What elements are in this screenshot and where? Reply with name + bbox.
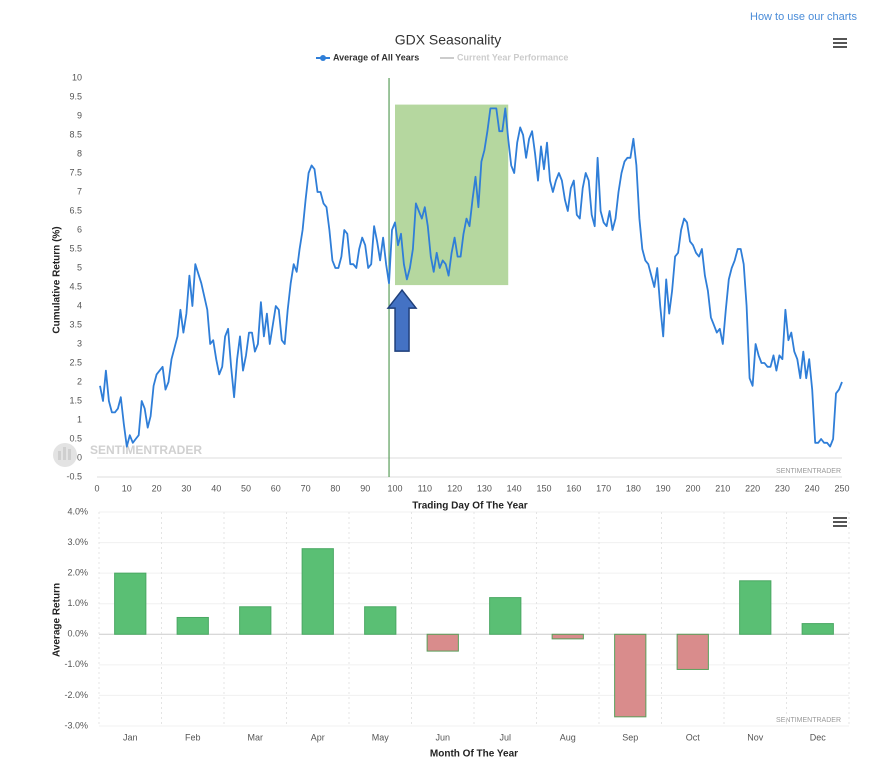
- x-tick-label: 180: [626, 483, 641, 493]
- legend-entry[interactable]: Average of All Years: [333, 52, 419, 62]
- bar: [676, 633, 709, 670]
- x-tick-label: 250: [834, 483, 849, 493]
- y-tick-label: 1.0%: [67, 598, 88, 608]
- y-tick-label: 10: [72, 72, 82, 82]
- x-tick-label: 150: [536, 483, 551, 493]
- y-tick-label: 0.5: [69, 433, 82, 443]
- y-tick-label: 9: [77, 110, 82, 120]
- bar: [614, 633, 647, 718]
- y-tick-label: 2.5: [69, 357, 82, 367]
- bar: [801, 623, 834, 635]
- x-tick-label: 190: [656, 483, 671, 493]
- x-tick-label: 240: [805, 483, 820, 493]
- y-tick-label: 3.5: [69, 319, 82, 329]
- x-axis-title: Month Of The Year: [430, 749, 518, 760]
- x-tick-label: 100: [387, 483, 402, 493]
- menu-icon[interactable]: [833, 517, 847, 527]
- x-axis-title: Trading Day Of The Year: [412, 501, 528, 512]
- x-tick-label: 170: [596, 483, 611, 493]
- y-tick-label: 6: [77, 224, 82, 234]
- legend-entry[interactable]: Current Year Performance: [457, 52, 568, 62]
- watermark: SENTIMENTRADER: [776, 468, 841, 475]
- y-tick-label: 1.5: [69, 395, 82, 405]
- x-tick-label: 230: [775, 483, 790, 493]
- x-tick-label: 10: [122, 483, 132, 493]
- x-tick-label: 20: [152, 483, 162, 493]
- y-tick-label: 0: [77, 452, 82, 462]
- y-tick-label: 4: [77, 300, 82, 310]
- x-tick-label: 110: [418, 483, 432, 493]
- x-tick-label: 160: [566, 483, 581, 493]
- y-tick-label: 4.5: [69, 281, 82, 291]
- y-tick-label: 5.5: [69, 243, 82, 253]
- logo-text: SENTIMENTRADER: [90, 443, 202, 457]
- bar: [551, 633, 584, 640]
- y-tick-label: 5: [77, 262, 82, 272]
- chart-title: GDX Seasonality: [395, 32, 502, 48]
- y-tick-label: 9.5: [69, 91, 82, 101]
- y-tick-label: 8: [77, 148, 82, 158]
- bar: [426, 633, 459, 652]
- x-tick-label: Dec: [810, 732, 827, 742]
- x-tick-label: Apr: [311, 732, 325, 742]
- x-tick-label: 200: [685, 483, 700, 493]
- x-tick-label: 90: [360, 483, 370, 493]
- x-tick-label: 30: [181, 483, 191, 493]
- y-tick-label: 6.5: [69, 205, 82, 215]
- x-tick-label: Oct: [686, 732, 701, 742]
- legend-swatch: [320, 55, 326, 61]
- x-tick-label: Aug: [560, 732, 576, 742]
- y-tick-label: 7.5: [69, 167, 82, 177]
- data-line: [99, 107, 843, 448]
- x-tick-label: Jan: [123, 732, 138, 742]
- y-tick-label: 3.0%: [67, 537, 88, 547]
- x-tick-label: May: [372, 732, 390, 742]
- y-tick-label: -2.0%: [64, 690, 88, 700]
- y-tick-label: 7: [77, 186, 82, 196]
- x-tick-label: Feb: [185, 732, 201, 742]
- y-tick-label: 0.0%: [67, 629, 88, 639]
- annotation-arrow: [386, 288, 418, 352]
- y-tick-label: 2: [77, 376, 82, 386]
- x-tick-label: 120: [447, 483, 462, 493]
- bar: [239, 606, 272, 635]
- x-tick-label: 40: [211, 483, 221, 493]
- y-tick-label: -1.0%: [64, 659, 88, 669]
- y-tick-label: 1: [77, 414, 82, 424]
- x-tick-label: Nov: [747, 732, 764, 742]
- x-tick-label: 130: [477, 483, 492, 493]
- x-tick-label: 60: [271, 483, 281, 493]
- y-tick-label: -0.5: [66, 471, 82, 481]
- x-tick-label: Jul: [499, 732, 511, 742]
- bar: [301, 548, 334, 635]
- y-tick-label: 4.0%: [67, 506, 88, 516]
- logo: [53, 443, 77, 467]
- x-tick-label: Sep: [622, 732, 638, 742]
- x-tick-label: Jun: [435, 732, 450, 742]
- x-tick-label: 80: [330, 483, 340, 493]
- bar: [114, 572, 147, 635]
- y-axis-title: Cumulative Return (%): [52, 226, 63, 333]
- x-tick-label: 140: [507, 483, 522, 493]
- bar: [176, 616, 209, 635]
- bar: [739, 580, 772, 635]
- y-tick-label: 3: [77, 338, 82, 348]
- x-tick-label: 0: [94, 483, 99, 493]
- y-tick-label: 8.5: [69, 129, 82, 139]
- help-link[interactable]: How to use our charts: [750, 11, 857, 23]
- x-tick-label: 50: [241, 483, 251, 493]
- bar: [364, 606, 397, 635]
- x-tick-label: 210: [715, 483, 730, 493]
- x-tick-label: 70: [301, 483, 311, 493]
- y-tick-label: -3.0%: [64, 720, 88, 730]
- x-tick-label: Mar: [248, 732, 264, 742]
- bar: [489, 597, 522, 635]
- watermark: SENTIMENTRADER: [776, 717, 841, 724]
- y-axis-title: Average Return: [52, 583, 63, 657]
- y-tick-label: 2.0%: [67, 568, 88, 578]
- menu-icon[interactable]: [833, 38, 847, 48]
- x-tick-label: 220: [745, 483, 760, 493]
